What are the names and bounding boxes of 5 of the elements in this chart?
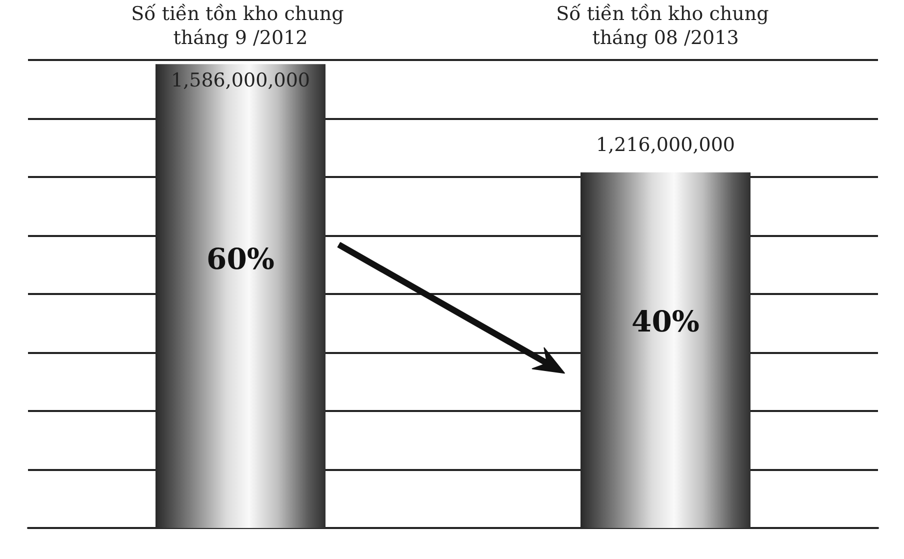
x-tick-label: Số tiền tồn kho chung tháng 9 /2012 — [131, 3, 350, 49]
annotation: 40% — [632, 304, 700, 339]
data-label: 1,216,000,000 — [596, 134, 736, 156]
x-tick-label: Số tiền tồn kho chung tháng 08 /2013 — [556, 3, 775, 49]
annotation: 60% — [206, 242, 274, 276]
